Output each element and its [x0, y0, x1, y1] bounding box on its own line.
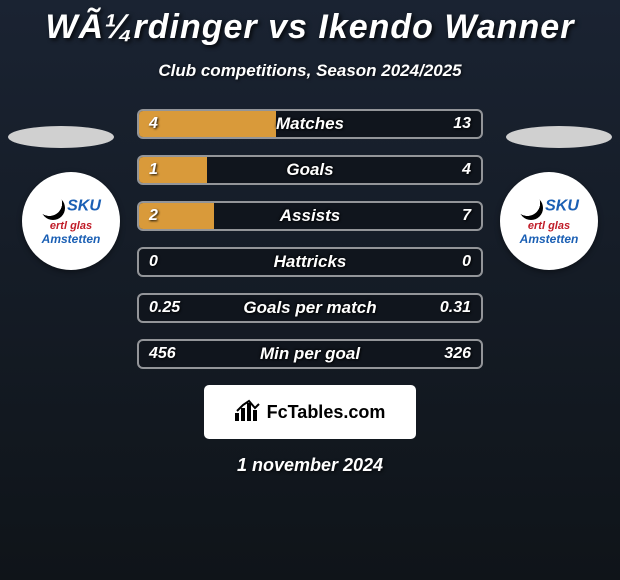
stat-value-left: 2 — [149, 207, 158, 225]
brand-text: FcTables.com — [267, 402, 386, 423]
stat-label: Min per goal — [260, 344, 360, 364]
stat-bar: 1 Goals 4 — [137, 155, 483, 185]
stat-value-left: 1 — [149, 161, 158, 179]
stat-value-left: 0 — [149, 253, 158, 271]
brand-box: FcTables.com — [204, 385, 416, 439]
brand-chart-icon — [235, 399, 261, 425]
stat-label: Hattricks — [274, 252, 347, 272]
page-title: WÃ¼rdinger vs Ikendo Wanner — [0, 0, 620, 47]
stat-value-right: 0.31 — [440, 299, 471, 317]
stat-value-left: 0.25 — [149, 299, 180, 317]
stat-value-right: 0 — [462, 253, 471, 271]
stat-value-right: 7 — [462, 207, 471, 225]
stat-bar: 0 Hattricks 0 — [137, 247, 483, 277]
stats-bars: 4 Matches 13 1 Goals 4 2 Assists 7 0 Hattricks 0 0.2… — [137, 109, 483, 369]
stat-label: Assists — [280, 206, 340, 226]
stats-panel: 4 Matches 13 1 Goals 4 2 Assists 7 0 Hattricks 0 0.2… — [0, 109, 620, 369]
snapshot-date: 1 november 2024 — [0, 455, 620, 476]
stat-value-left: 4 — [149, 115, 158, 133]
stat-bar: 0.25 Goals per match 0.31 — [137, 293, 483, 323]
stat-bar-fill — [139, 111, 276, 137]
stat-bar: 456 Min per goal 326 — [137, 339, 483, 369]
stat-value-right: 4 — [462, 161, 471, 179]
stat-label: Goals per match — [243, 298, 376, 318]
stat-bar: 4 Matches 13 — [137, 109, 483, 139]
stat-label: Matches — [276, 114, 344, 134]
stat-value-right: 13 — [453, 115, 471, 133]
stat-value-right: 326 — [444, 345, 471, 363]
stat-value-left: 456 — [149, 345, 176, 363]
stat-label: Goals — [286, 160, 333, 180]
stat-bar: 2 Assists 7 — [137, 201, 483, 231]
page-subtitle: Club competitions, Season 2024/2025 — [0, 61, 620, 81]
